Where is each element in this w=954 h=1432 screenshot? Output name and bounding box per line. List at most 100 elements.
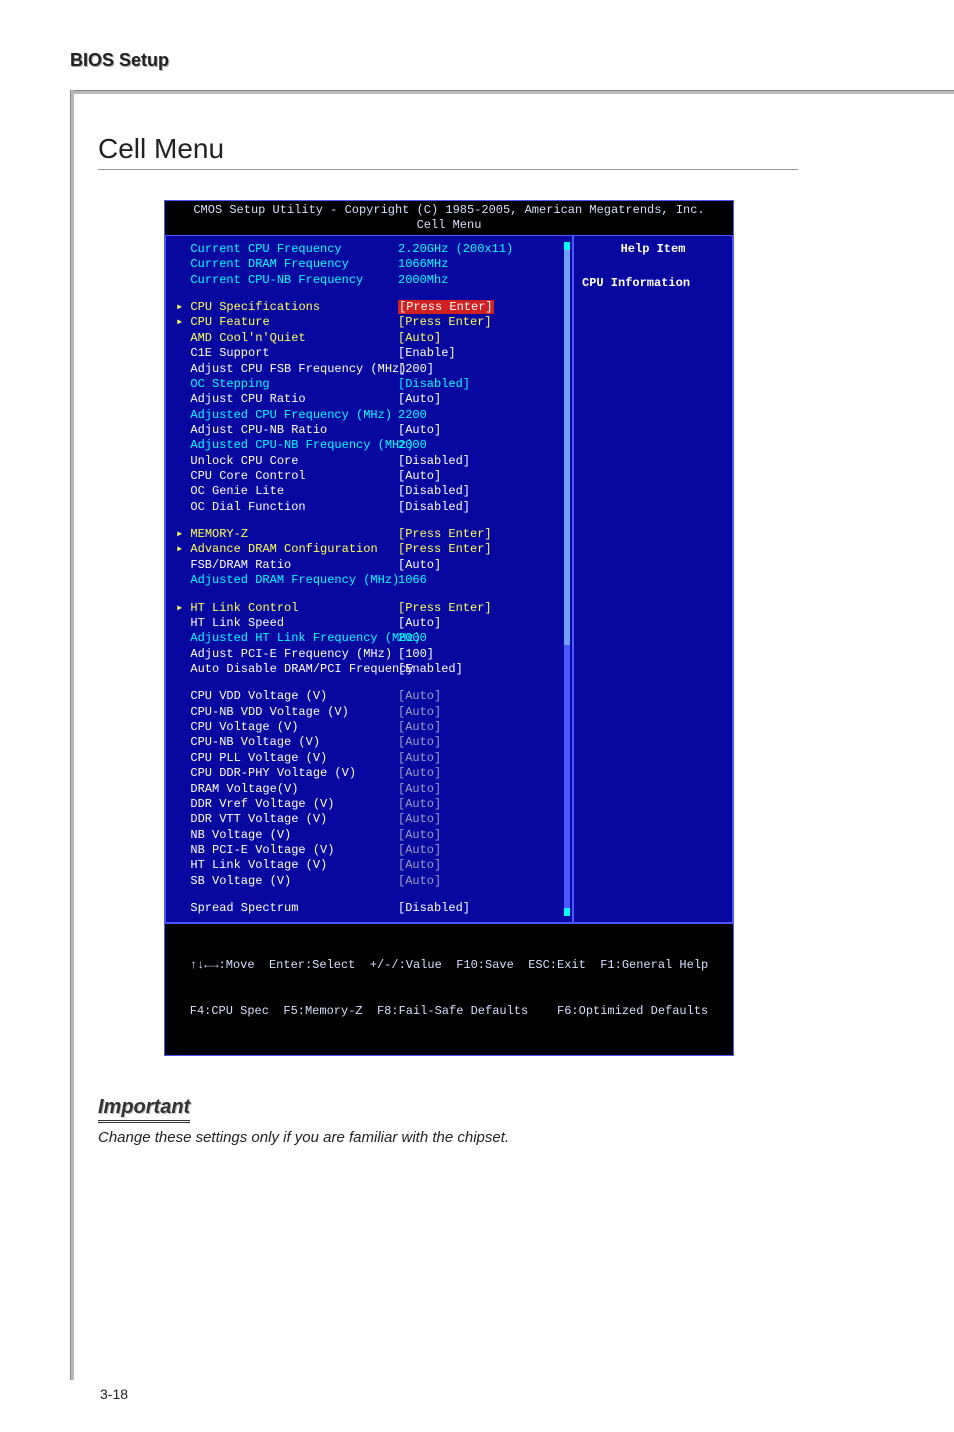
setting-value[interactable]: [Disabled] xyxy=(398,500,564,515)
bios-setting-row[interactable]: Current CPU-NB Frequency2000Mhz xyxy=(176,273,564,288)
scroll-up-icon[interactable] xyxy=(564,242,570,250)
bios-help-panel: Help Item CPU Information xyxy=(574,236,732,922)
setting-value[interactable]: [Auto] xyxy=(398,720,564,735)
setting-label: Current CPU-NB Frequency xyxy=(176,273,398,288)
bios-setting-row[interactable]: Adjust CPU FSB Frequency (MHz)[200] xyxy=(176,362,564,377)
bios-setting-row[interactable]: CPU VDD Voltage (V)[Auto] xyxy=(176,689,564,704)
setting-value[interactable]: 2.20GHz (200x11) xyxy=(398,242,564,257)
setting-value[interactable]: [Press Enter] xyxy=(398,527,564,542)
bios-titlebar: CMOS Setup Utility - Copyright (C) 1985-… xyxy=(164,200,734,236)
bios-setting-row[interactable]: ▸ MEMORY-Z[Press Enter] xyxy=(176,527,564,542)
bios-setting-row[interactable]: NB Voltage (V)[Auto] xyxy=(176,828,564,843)
bios-setting-row[interactable]: OC Stepping[Disabled] xyxy=(176,377,564,392)
setting-value[interactable]: [Enabled] xyxy=(398,662,564,677)
setting-value[interactable]: [Auto] xyxy=(398,782,564,797)
setting-value[interactable]: [Disabled] xyxy=(398,454,564,469)
setting-value[interactable]: [Auto] xyxy=(398,558,564,573)
header-rule-side xyxy=(70,90,74,1380)
page-header: BIOS Setup xyxy=(70,50,894,71)
setting-value[interactable]: [Auto] xyxy=(398,616,564,631)
bios-setting-row[interactable]: DDR Vref Voltage (V)[Auto] xyxy=(176,797,564,812)
setting-value[interactable]: [Auto] xyxy=(398,331,564,346)
setting-value[interactable]: 1066 xyxy=(398,573,564,588)
setting-value[interactable]: [Auto] xyxy=(398,689,564,704)
setting-label: CPU PLL Voltage (V) xyxy=(176,751,398,766)
setting-label: Adjust PCI-E Frequency (MHz) xyxy=(176,647,398,662)
setting-value[interactable]: [Press Enter] xyxy=(398,315,564,330)
setting-value[interactable]: [Auto] xyxy=(398,469,564,484)
bios-setting-row[interactable]: Adjust CPU Ratio[Auto] xyxy=(176,392,564,407)
bios-setting-row[interactable]: ▸ CPU Feature[Press Enter] xyxy=(176,315,564,330)
setting-value[interactable]: [Auto] xyxy=(398,797,564,812)
bios-setting-row[interactable]: OC Genie Lite[Disabled] xyxy=(176,484,564,499)
setting-value[interactable]: [Disabled] xyxy=(398,377,564,392)
setting-label: CPU VDD Voltage (V) xyxy=(176,689,398,704)
bios-setting-row[interactable]: ▸ Advance DRAM Configuration[Press Enter… xyxy=(176,542,564,557)
bios-setting-row[interactable]: Auto Disable DRAM/PCI Frequency[Enabled] xyxy=(176,662,564,677)
bios-setting-row[interactable]: Adjust PCI-E Frequency (MHz)[100] xyxy=(176,647,564,662)
bios-setting-row[interactable]: CPU Core Control[Auto] xyxy=(176,469,564,484)
bios-setting-row[interactable]: AMD Cool'n'Quiet[Auto] xyxy=(176,331,564,346)
setting-value[interactable]: [Auto] xyxy=(398,392,564,407)
setting-value[interactable]: 2000Mhz xyxy=(398,273,564,288)
setting-label: Adjusted CPU-NB Frequency (MHz) xyxy=(176,438,398,453)
bios-setting-row[interactable]: DDR VTT Voltage (V)[Auto] xyxy=(176,812,564,827)
bios-setting-row[interactable]: CPU DDR-PHY Voltage (V)[Auto] xyxy=(176,766,564,781)
setting-value[interactable]: [Enable] xyxy=(398,346,564,361)
setting-value[interactable]: [Press Enter] xyxy=(398,542,564,557)
setting-label: ▸ MEMORY-Z xyxy=(176,527,398,542)
bios-setting-row[interactable]: CPU Voltage (V)[Auto] xyxy=(176,720,564,735)
setting-value[interactable]: [Auto] xyxy=(398,735,564,750)
setting-value[interactable]: [Auto] xyxy=(398,812,564,827)
setting-value[interactable]: [Auto] xyxy=(398,705,564,720)
setting-value[interactable]: [Auto] xyxy=(398,766,564,781)
setting-value[interactable]: [Auto] xyxy=(398,828,564,843)
setting-value[interactable]: [Auto] xyxy=(398,843,564,858)
bios-setting-row[interactable]: Spread Spectrum[Disabled] xyxy=(176,901,564,916)
bios-setting-row[interactable]: Current DRAM Frequency1066MHz xyxy=(176,257,564,272)
bios-setting-row[interactable]: SB Voltage (V)[Auto] xyxy=(176,874,564,889)
bios-setting-row[interactable]: Adjusted HT Link Frequency (MHz)2000 xyxy=(176,631,564,646)
bios-setting-row[interactable]: HT Link Speed[Auto] xyxy=(176,616,564,631)
bios-setting-row[interactable]: C1E Support[Enable] xyxy=(176,346,564,361)
scroll-down-icon[interactable] xyxy=(564,908,570,916)
setting-label: Adjusted CPU Frequency (MHz) xyxy=(176,408,398,423)
setting-value[interactable]: 2200 xyxy=(398,408,564,423)
setting-label: Auto Disable DRAM/PCI Frequency xyxy=(176,662,398,677)
setting-value[interactable]: [Disabled] xyxy=(398,484,564,499)
setting-value[interactable]: [Auto] xyxy=(398,751,564,766)
bios-setting-row[interactable]: Adjusted CPU Frequency (MHz)2200 xyxy=(176,408,564,423)
bios-scrollbar[interactable] xyxy=(564,242,570,916)
bios-setting-row[interactable]: HT Link Voltage (V)[Auto] xyxy=(176,858,564,873)
bios-setting-row[interactable]: DRAM Voltage(V)[Auto] xyxy=(176,782,564,797)
bios-setting-row[interactable]: CPU-NB VDD Voltage (V)[Auto] xyxy=(176,705,564,720)
setting-value[interactable]: [Press Enter] xyxy=(398,300,564,315)
setting-label: OC Dial Function xyxy=(176,500,398,515)
bios-setting-row[interactable]: Adjust CPU-NB Ratio[Auto] xyxy=(176,423,564,438)
bios-setting-row[interactable]: FSB/DRAM Ratio[Auto] xyxy=(176,558,564,573)
bios-setting-row[interactable]: Adjusted CPU-NB Frequency (MHz)2000 xyxy=(176,438,564,453)
setting-value[interactable]: [Auto] xyxy=(398,874,564,889)
setting-value[interactable]: [200] xyxy=(398,362,564,377)
bios-setting-row[interactable]: CPU PLL Voltage (V)[Auto] xyxy=(176,751,564,766)
setting-value[interactable]: 2000 xyxy=(398,631,564,646)
setting-value[interactable]: [Press Enter] xyxy=(398,601,564,616)
scroll-track[interactable] xyxy=(564,250,570,908)
setting-value[interactable]: 1066MHz xyxy=(398,257,564,272)
bios-setting-row[interactable]: OC Dial Function[Disabled] xyxy=(176,500,564,515)
section-title: Cell Menu xyxy=(98,133,798,170)
bios-setting-row[interactable]: Current CPU Frequency2.20GHz (200x11) xyxy=(176,242,564,257)
bios-setting-row[interactable]: ▸ HT Link Control[Press Enter] xyxy=(176,601,564,616)
bios-setting-row[interactable]: CPU-NB Voltage (V)[Auto] xyxy=(176,735,564,750)
bios-main-panel[interactable]: Current CPU Frequency2.20GHz (200x11) Cu… xyxy=(166,236,574,922)
bios-setting-row[interactable]: NB PCI-E Voltage (V)[Auto] xyxy=(176,843,564,858)
scroll-thumb[interactable] xyxy=(564,250,570,645)
setting-value[interactable]: [Auto] xyxy=(398,858,564,873)
bios-setting-row[interactable]: ▸ CPU Specifications[Press Enter] xyxy=(176,300,564,315)
setting-value[interactable]: [100] xyxy=(398,647,564,662)
setting-value[interactable]: [Auto] xyxy=(398,423,564,438)
setting-value[interactable]: 2000 xyxy=(398,438,564,453)
setting-value[interactable]: [Disabled] xyxy=(398,901,564,916)
bios-setting-row[interactable]: Adjusted DRAM Frequency (MHz)1066 xyxy=(176,573,564,588)
bios-setting-row[interactable]: Unlock CPU Core[Disabled] xyxy=(176,454,564,469)
